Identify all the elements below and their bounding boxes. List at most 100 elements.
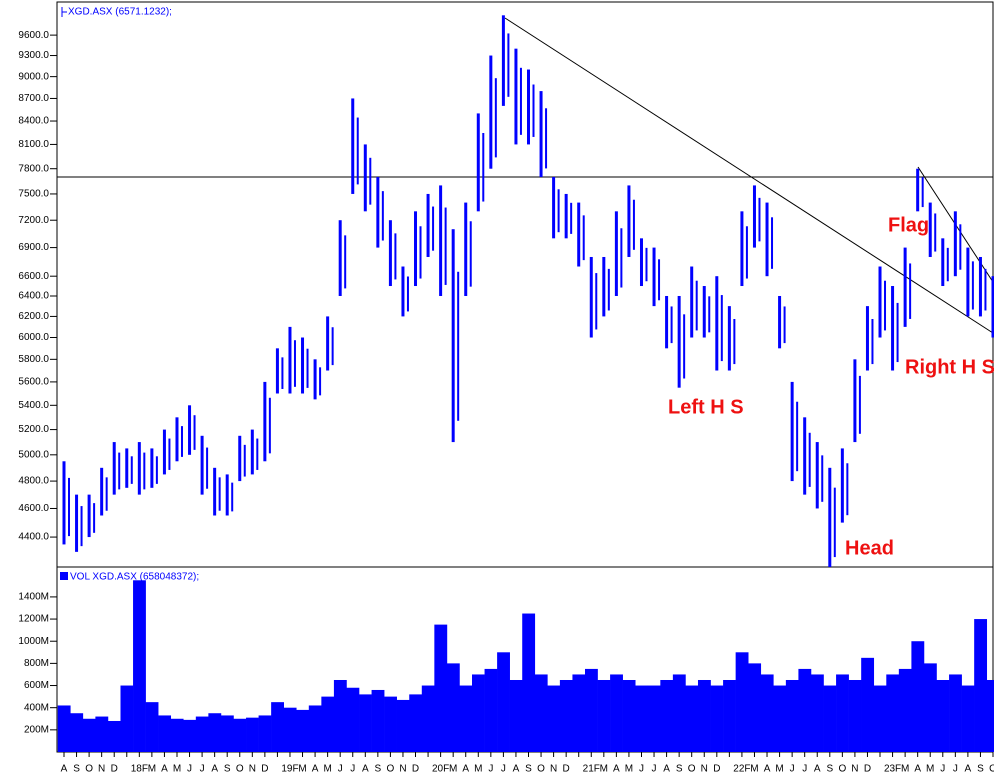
- price-bar: [256, 438, 259, 470]
- x-tick-label: S: [73, 764, 80, 775]
- price-bar: [394, 233, 397, 280]
- price-bar: [745, 226, 748, 279]
- y-tick-label: 6400.0: [18, 291, 49, 302]
- price-bar: [821, 455, 824, 502]
- y-tick-label: 6600.0: [18, 271, 49, 282]
- price-bar: [727, 306, 731, 371]
- y-tick-label: 7800.0: [18, 163, 49, 174]
- price-bar: [896, 302, 899, 363]
- y-tick-label: 400M: [24, 702, 49, 713]
- x-tick-label: A: [161, 764, 168, 775]
- price-bar: [313, 359, 317, 400]
- price-bar: [238, 435, 242, 482]
- price-bar: [188, 405, 192, 455]
- price-bar: [444, 207, 447, 285]
- x-tick-label: M: [474, 764, 482, 775]
- y-tick-label: 4600.0: [18, 503, 49, 514]
- y-tick-label: 8100.0: [18, 139, 49, 150]
- price-bar: [464, 202, 468, 296]
- price-bar: [180, 426, 183, 457]
- volume-bar: [748, 663, 762, 752]
- price-bar: [331, 327, 334, 366]
- price-bar: [93, 503, 96, 533]
- price-bar: [796, 401, 799, 472]
- volume-bar: [873, 685, 887, 752]
- x-tick-label: O: [236, 764, 244, 775]
- x-tick-label: A: [211, 764, 218, 775]
- y-tick-label: 600M: [24, 680, 49, 691]
- x-tick-label: D: [864, 764, 871, 775]
- price-bar: [112, 442, 116, 495]
- price-bar: [105, 477, 108, 511]
- volume-bar: [220, 715, 234, 752]
- right-margin: [994, 0, 1000, 778]
- price-bar: [840, 448, 844, 523]
- price-bar: [582, 215, 585, 261]
- volume-bar: [647, 685, 661, 752]
- price-bar: [602, 256, 606, 317]
- volume-bar: [810, 674, 824, 752]
- volume-bar: [120, 685, 134, 752]
- price-bar: [489, 55, 493, 169]
- price-bar: [288, 326, 292, 394]
- volume-bar: [936, 679, 950, 752]
- price-bar: [381, 191, 384, 241]
- x-tick-label: A: [362, 764, 369, 775]
- y-tick-label: 8400.0: [18, 116, 49, 127]
- y-tick-label: 1200M: [18, 614, 49, 625]
- volume-bar: [584, 668, 598, 752]
- x-tick-label: N: [249, 764, 256, 775]
- price-bar: [406, 276, 409, 312]
- y-tick-label: 800M: [24, 658, 49, 669]
- x-tick-label: 23F: [884, 764, 901, 775]
- price-bar: [966, 247, 970, 317]
- x-tick-label: A: [513, 764, 520, 775]
- price-bar: [677, 295, 681, 388]
- price-bar: [984, 268, 987, 311]
- price-bar: [143, 452, 146, 490]
- x-tick-label: N: [399, 764, 406, 775]
- volume-bar: [321, 696, 335, 752]
- x-tick-label: O: [989, 764, 997, 775]
- annotation: Right H S: [905, 356, 995, 378]
- x-tick-label: A: [61, 764, 68, 775]
- price-bar: [752, 185, 756, 248]
- price-bar: [878, 266, 882, 338]
- volume-bar: [133, 580, 146, 752]
- x-tick-label: O: [537, 764, 545, 775]
- price-bar: [532, 84, 535, 137]
- x-tick-label: N: [701, 764, 708, 775]
- volume-bar: [396, 699, 410, 752]
- x-tick-label: A: [965, 764, 972, 775]
- price-bar: [482, 132, 485, 202]
- volume-bar: [421, 685, 435, 752]
- price-bar: [376, 177, 380, 248]
- volume-bar: [760, 674, 774, 752]
- x-tick-label: M: [625, 764, 633, 775]
- x-tick-label: J: [350, 764, 355, 775]
- price-bar: [162, 429, 166, 475]
- price-bar: [326, 316, 330, 371]
- y-tick-label: 7200.0: [18, 215, 49, 226]
- volume-bar: [923, 663, 937, 752]
- volume-bar: [534, 674, 548, 752]
- price-bar: [557, 189, 560, 233]
- volume-bar: [861, 657, 875, 752]
- price-bar: [853, 359, 857, 443]
- x-tick-label: J: [488, 764, 493, 775]
- x-tick-label: 22F: [733, 764, 750, 775]
- price-bar: [765, 202, 769, 277]
- price-bar: [683, 314, 686, 379]
- price-bar: [301, 337, 305, 394]
- price-bar: [319, 367, 322, 396]
- volume-bar: [697, 679, 711, 752]
- x-tick-label: D: [412, 764, 419, 775]
- x-tick-label: J: [652, 764, 657, 775]
- volume-bar: [974, 619, 988, 752]
- volume-bar: [195, 716, 209, 752]
- price-bar: [570, 202, 573, 234]
- annotation: Head: [845, 537, 894, 559]
- volume-bar: [296, 709, 310, 752]
- price-bar: [539, 91, 543, 178]
- price-bar: [690, 266, 694, 338]
